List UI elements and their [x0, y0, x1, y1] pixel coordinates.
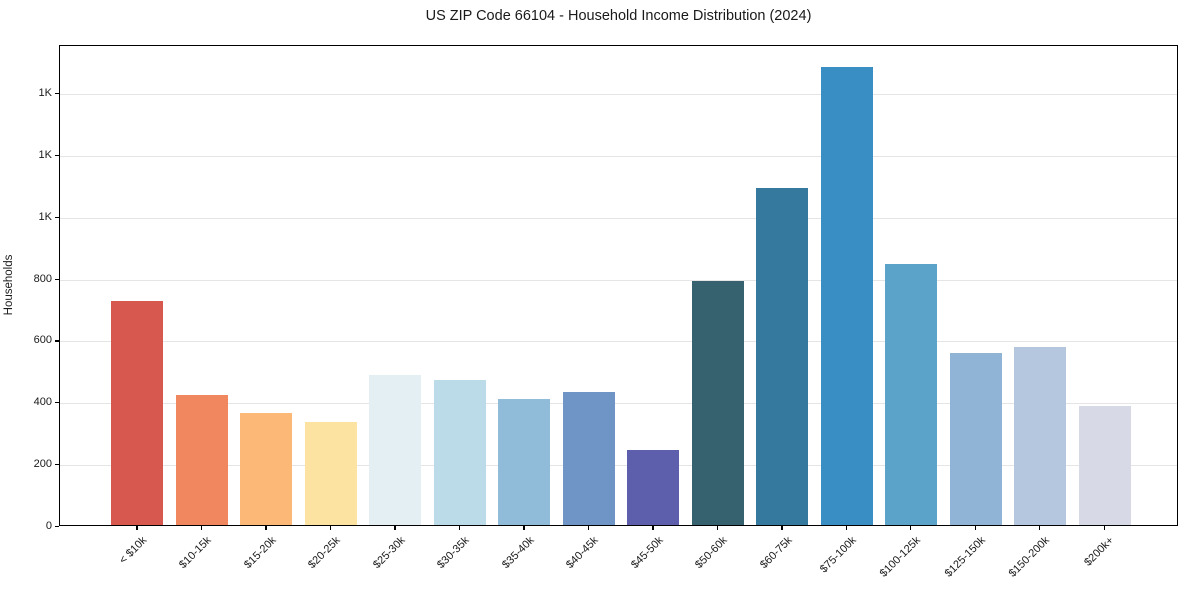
- x-tick-mark: [974, 526, 976, 530]
- bar: [369, 374, 422, 525]
- y-tick-label: 1K: [38, 210, 52, 223]
- chart-title: US ZIP Code 66104 - Household Income Dis…: [425, 8, 812, 24]
- y-tick-label: 0: [45, 520, 52, 532]
- gridline: [60, 341, 1177, 343]
- bar: [885, 264, 938, 525]
- x-tick-label-text: $100-125k: [877, 534, 924, 580]
- y-tick-mark: [55, 278, 59, 280]
- y-tick-mark: [55, 92, 59, 95]
- y-axis-label: Households: [3, 254, 15, 316]
- x-tick-mark: [1103, 526, 1105, 530]
- x-tick-label-text: $25-30k: [370, 534, 408, 572]
- plot-area: [59, 45, 1178, 526]
- bar: [111, 300, 164, 525]
- y-tick-label: 800: [33, 272, 52, 285]
- bar: [240, 413, 293, 525]
- x-tick-label-text: $150-200k: [1006, 534, 1053, 580]
- x-tick-label-text: $125-150k: [942, 534, 988, 580]
- bar: [1078, 405, 1131, 525]
- bar: [756, 188, 809, 525]
- x-tick-mark: [587, 526, 590, 530]
- x-tick-label-text: $75-100k: [817, 534, 859, 576]
- gridline: [60, 155, 1177, 157]
- y-tick-mark: [55, 402, 59, 404]
- bar: [691, 280, 744, 525]
- y-tick-mark: [55, 464, 59, 466]
- x-tick-mark: [781, 526, 783, 530]
- x-tick-mark: [910, 526, 912, 530]
- x-tick-mark: [394, 526, 396, 530]
- y-tick-label: 200: [33, 458, 52, 471]
- bar: [820, 67, 873, 525]
- x-tick-mark: [458, 526, 461, 530]
- gridline: [60, 403, 1177, 405]
- x-tick-label-text: < $10k: [117, 534, 150, 567]
- gridline: [60, 465, 1177, 467]
- x-tick-label-text: $50-60k: [693, 534, 730, 572]
- gridline: [60, 279, 1177, 281]
- bar: [175, 395, 228, 525]
- x-tick-mark: [1039, 526, 1041, 530]
- y-tick-label: 1K: [38, 148, 52, 161]
- bar: [949, 352, 1002, 525]
- bar: [627, 449, 680, 525]
- x-tick-mark: [329, 526, 332, 530]
- y-tick-label: 600: [33, 334, 52, 347]
- x-tick-label-text: $35-40k: [499, 534, 537, 572]
- x-tick-label-text: $45-50k: [628, 534, 666, 572]
- x-tick-label-text: $20-25k: [306, 534, 343, 572]
- x-tick-mark: [136, 526, 138, 530]
- x-tick-label-text: $15-20k: [241, 534, 279, 572]
- gridline: [60, 93, 1177, 95]
- y-tick-label: 400: [33, 396, 52, 409]
- bar: [433, 379, 486, 525]
- x-tick-label-text: $200k+: [1082, 534, 1117, 569]
- x-tick-mark: [200, 526, 203, 530]
- x-tick-mark: [845, 526, 847, 530]
- y-tick-mark: [55, 526, 59, 528]
- x-tick-mark: [265, 526, 267, 530]
- y-tick-mark: [55, 216, 59, 218]
- x-tick-label-text: $60-75k: [757, 534, 795, 572]
- x-tick-mark: [716, 526, 719, 530]
- y-tick-mark: [55, 340, 59, 342]
- y-tick-mark: [55, 154, 59, 156]
- bar: [498, 398, 551, 525]
- x-tick-mark: [652, 526, 654, 530]
- x-tick-label-text: $10-15k: [177, 534, 214, 572]
- bar: [304, 422, 357, 525]
- x-tick-label-text: $30-35k: [435, 534, 472, 572]
- y-tick-label: 1K: [38, 86, 52, 99]
- bar: [1014, 346, 1067, 525]
- x-tick-label-text: $40-45k: [564, 534, 601, 572]
- gridline: [60, 217, 1177, 219]
- bar: [562, 391, 615, 525]
- x-tick-mark: [523, 526, 525, 530]
